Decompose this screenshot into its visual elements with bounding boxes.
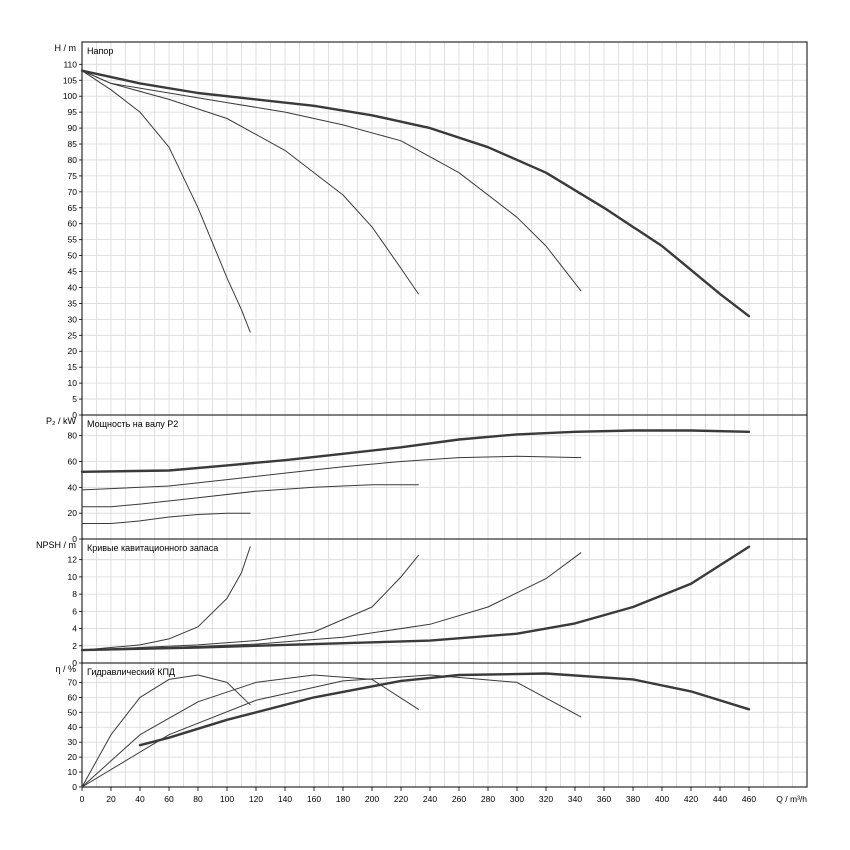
chart-panel-1: 0 5 10 15 20 25 30 35 40 45 50 55 60 65 70 75 80 85 90 95 10…	[55, 41, 808, 420]
y-tick-label: 0	[72, 658, 77, 668]
y-tick-label: 10	[68, 378, 78, 388]
y-tick-label: 85	[68, 139, 78, 149]
x-tick-label: 300	[510, 794, 524, 804]
panel-title: Кривые кавитационного запаса	[87, 543, 218, 553]
curve-line-4	[80, 429, 751, 473]
panel-title: Гидравлический КПД	[87, 667, 175, 677]
curve-line-1	[81, 512, 251, 524]
panel-frame	[81, 662, 808, 788]
y-tick-label: 45	[68, 267, 78, 277]
curve-line-2	[81, 484, 419, 508]
x-tick-label: 400	[655, 794, 669, 804]
chart-panel-4: 0 10 20 30 40 50 60 70 η / % Гидравлический КПД	[55, 662, 808, 792]
x-tick-label: 440	[713, 794, 727, 804]
y-tick-label: 0	[72, 410, 77, 420]
y-tick-label: 95	[68, 107, 78, 117]
y-tick-label: 40	[68, 282, 78, 292]
x-tick-label: 380	[626, 794, 640, 804]
x-axis-label: Q / m³/h	[776, 794, 807, 804]
y-tick-label: 60	[68, 457, 78, 467]
y-tick-label: 10	[68, 572, 78, 582]
y-tick-label: 35	[68, 298, 78, 308]
y-tick-label: 100	[63, 91, 77, 101]
curve-line-4	[80, 69, 751, 318]
y-tick-label: 65	[68, 203, 78, 213]
y-tick-label: 6	[72, 606, 77, 616]
y-tick-label: 80	[68, 431, 78, 441]
y-tick-label: 50	[68, 707, 78, 717]
y-tick-label: 20	[68, 752, 78, 762]
curve-line-1	[81, 70, 251, 333]
x-tick-label: 140	[278, 794, 292, 804]
curve-line-2	[81, 70, 419, 295]
x-tick-label: 420	[684, 794, 698, 804]
y-tick-label: 25	[68, 330, 78, 340]
x-tick-label: 160	[307, 794, 321, 804]
y-tick-label: 0	[72, 782, 77, 792]
y-tick-label: 80	[68, 155, 78, 165]
x-tick-label: 100	[220, 794, 234, 804]
x-tick-label: 240	[423, 794, 437, 804]
panel-title: Мощность на валу P2	[87, 419, 178, 429]
y-tick-label: 0	[72, 534, 77, 544]
y-axis-label: NPSH / m	[36, 540, 76, 550]
y-tick-label: 30	[68, 314, 78, 324]
curve-line-3	[81, 674, 582, 788]
y-tick-label: 40	[68, 482, 78, 492]
y-tick-label: 40	[68, 722, 78, 732]
x-axis: 0 20 40 60 80 100 120 140 160 180 200 220 240 260 280 3…	[80, 787, 807, 804]
y-tick-label: 15	[68, 362, 78, 372]
curve-line-1	[81, 546, 251, 651]
y-tick-label: 50	[68, 251, 78, 261]
x-tick-label: 80	[193, 794, 203, 804]
y-tick-label: 20	[68, 346, 78, 356]
y-tick-label: 12	[68, 555, 78, 565]
y-tick-label: 105	[63, 75, 77, 85]
curve-line-4	[80, 545, 751, 652]
x-tick-label: 20	[106, 794, 116, 804]
y-axis-label: η / %	[55, 664, 76, 674]
x-tick-label: 260	[452, 794, 466, 804]
y-tick-label: 8	[72, 589, 77, 599]
curve-line-1	[81, 674, 251, 788]
y-tick-label: 70	[68, 677, 78, 687]
curve-line-4	[138, 672, 751, 747]
curve-line-2	[81, 554, 419, 651]
y-tick-label: 5	[72, 394, 77, 404]
panel-title: Напор	[87, 46, 113, 56]
y-tick-label: 20	[68, 508, 78, 518]
y-tick-label: 90	[68, 123, 78, 133]
y-tick-label: 110	[63, 59, 77, 69]
y-tick-label: 4	[72, 624, 77, 634]
y-tick-label: 30	[68, 737, 78, 747]
curve-line-3	[81, 455, 582, 491]
y-tick-label: 60	[68, 692, 78, 702]
curve-line-2	[81, 674, 419, 788]
y-tick-label: 55	[68, 235, 78, 245]
x-tick-label: 360	[597, 794, 611, 804]
y-tick-label: 10	[68, 767, 78, 777]
chart-panel-3: 0 2 4 6 8 10 12 NPSH / m Кривые кавитационного з…	[36, 538, 808, 668]
x-tick-label: 460	[742, 794, 756, 804]
y-tick-label: 2	[72, 641, 77, 651]
x-tick-label: 180	[336, 794, 350, 804]
y-axis-label: H / m	[55, 43, 77, 53]
x-tick-label: 120	[249, 794, 263, 804]
y-tick-label: 70	[68, 187, 78, 197]
y-axis-label: P₂ / kW	[46, 416, 76, 426]
x-tick-label: 340	[568, 794, 582, 804]
x-tick-label: 220	[394, 794, 408, 804]
x-tick-label: 40	[135, 794, 145, 804]
x-tick-label: 320	[539, 794, 553, 804]
chart-panel-2: 0 20 40 60 80 P₂ / kW Мощность на валу P2	[46, 414, 808, 544]
curve-line-3	[81, 70, 582, 292]
y-tick-label: 75	[68, 171, 78, 181]
x-tick-label: 0	[80, 794, 85, 804]
x-tick-label: 200	[365, 794, 379, 804]
x-tick-label: 280	[481, 794, 495, 804]
y-tick-label: 60	[68, 219, 78, 229]
x-tick-label: 60	[164, 794, 174, 804]
